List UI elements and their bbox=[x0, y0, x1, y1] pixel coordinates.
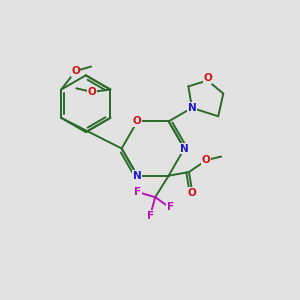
Text: O: O bbox=[71, 66, 80, 76]
Text: O: O bbox=[133, 116, 142, 126]
Text: N: N bbox=[133, 171, 142, 181]
Text: O: O bbox=[202, 155, 211, 165]
Text: O: O bbox=[188, 188, 196, 198]
Text: O: O bbox=[88, 87, 96, 97]
Text: F: F bbox=[134, 187, 142, 197]
Text: O: O bbox=[203, 73, 212, 83]
Text: N: N bbox=[188, 103, 196, 113]
Text: F: F bbox=[167, 202, 174, 212]
Text: F: F bbox=[147, 211, 154, 221]
Text: N: N bbox=[180, 143, 189, 154]
